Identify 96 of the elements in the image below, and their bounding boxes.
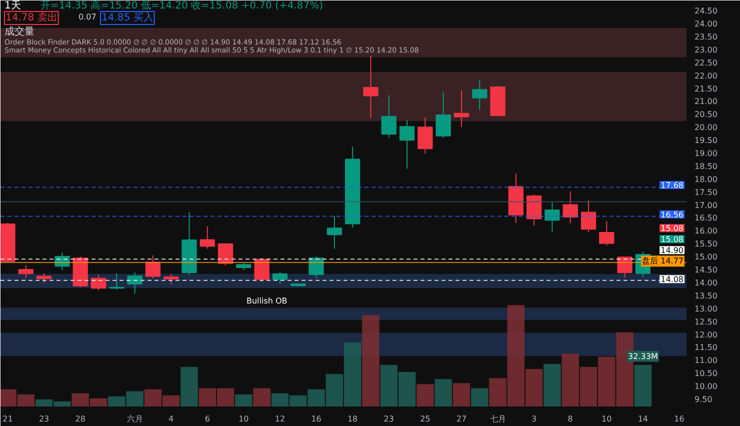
annotation: 15.08	[660, 235, 684, 244]
ref-line-label: 16.56	[660, 210, 684, 220]
y-tick-label: 18.50	[694, 162, 718, 171]
y-tick-label: 10.50	[694, 369, 718, 378]
x-tick-label: 16	[674, 414, 684, 424]
bar	[452, 383, 470, 406]
y-tick-label: 14.50	[694, 266, 718, 275]
x-tick-label: 3	[532, 414, 537, 424]
x-tick-label: 14	[638, 414, 648, 424]
y-tick-label: 11.50	[694, 343, 718, 352]
y-tick-label: 23.50	[694, 32, 718, 42]
chart-title: 1天	[4, 0, 21, 12]
x-tick-label: 18	[347, 414, 358, 424]
x-tick-label: 4	[168, 414, 174, 424]
x-tick-label: 23	[384, 414, 394, 424]
candlestick	[326, 216, 342, 250]
y-tick-label: 9.50	[694, 394, 712, 404]
y-tick-label: 17.50	[694, 188, 718, 197]
y-tick-label: 18.00	[694, 174, 718, 184]
x-tick-label: 28	[75, 414, 86, 424]
x-tick-label: 23	[38, 414, 50, 424]
candlestick	[272, 271, 288, 285]
bar	[235, 394, 252, 406]
y-tick-label: 19.50	[694, 136, 718, 146]
x-tick-label: 25	[420, 414, 430, 424]
candlestick	[218, 243, 234, 266]
y-tick-label: 16.00	[694, 226, 718, 236]
bar	[434, 379, 452, 406]
candlestick	[436, 92, 451, 138]
bar	[634, 364, 652, 406]
candlestick	[363, 55, 378, 119]
y-tick-label: 15.00	[694, 252, 718, 262]
y-tick-label: 19.00	[694, 149, 718, 158]
candlestick	[544, 202, 560, 232]
candlestick	[599, 220, 614, 246]
candlestick	[472, 80, 488, 111]
x-tick-label: 10	[602, 414, 612, 424]
candlestick	[145, 254, 161, 279]
x-tick-label: 21	[2, 414, 13, 424]
y-tick-label: 13.00	[694, 304, 718, 314]
candlestick	[418, 117, 433, 154]
ref-line-label: 14.90	[660, 246, 684, 256]
x-tick-label: 8	[568, 414, 573, 424]
candlestick	[399, 119, 415, 170]
x-tick-label: 16	[311, 414, 322, 424]
annotation: 14.85 买入	[102, 12, 154, 24]
y-tick-label: 10.00	[694, 382, 718, 392]
candlestick	[36, 272, 52, 284]
bar	[180, 366, 198, 406]
candlestick	[580, 200, 596, 232]
y-tick-label: 11.00	[694, 356, 718, 366]
x-tick-label: 七月	[490, 414, 506, 424]
candlestick	[90, 274, 106, 291]
ref-line-label: 14.08	[660, 275, 684, 284]
y-tick-label: 24.50	[694, 6, 718, 16]
bar	[470, 388, 488, 406]
y-tick-label: 20.00	[694, 123, 718, 132]
y-tick-label: 12.00	[694, 330, 718, 340]
bar	[253, 388, 270, 406]
x-tick-label: 10	[238, 414, 249, 424]
annotation: 14.78 卖出	[6, 12, 58, 24]
candlestick	[164, 273, 179, 285]
y-tick-label: 20.50	[694, 110, 718, 120]
x-tick-label: 6	[204, 414, 210, 424]
y-tick-label: 24.00	[694, 20, 718, 29]
y-tick-label: 13.50	[694, 291, 718, 300]
y-tick-label: 21.00	[694, 97, 718, 106]
annotation: 32.33M	[628, 352, 658, 361]
ref-line-label: 17.68	[660, 181, 684, 190]
x-tick-label: 12	[274, 414, 286, 424]
bar	[362, 315, 380, 406]
candlestick	[18, 264, 34, 279]
annotation: Bullish OB	[246, 296, 288, 306]
bar	[416, 384, 434, 406]
candlestick	[562, 191, 578, 224]
x-tick-label: 六月	[126, 414, 143, 424]
y-tick-label: 21.50	[694, 84, 718, 94]
annotation: 成交量	[4, 26, 34, 38]
x-tick-label: 27	[456, 414, 467, 424]
annotation: 0.07	[78, 12, 96, 22]
y-tick-label: 22.50	[694, 58, 718, 68]
y-tick-label: 23.00	[694, 45, 718, 54]
candlestick	[454, 90, 470, 128]
annotation: 15.08	[660, 224, 684, 234]
candlestick	[200, 226, 215, 250]
y-tick-label: 12.50	[694, 317, 718, 326]
ref-line-label: 盘后 14.77	[642, 256, 684, 266]
y-tick-label: 15.50	[694, 240, 718, 249]
candlestick	[526, 194, 542, 226]
candlestick	[381, 94, 396, 138]
candlestick	[127, 272, 142, 294]
y-tick-label: 16.50	[694, 214, 718, 223]
y-tick-label: 22.00	[694, 71, 718, 80]
bar	[544, 364, 561, 406]
y-tick-label: 14.00	[694, 278, 718, 288]
y-tick-label: 17.00	[694, 200, 718, 210]
